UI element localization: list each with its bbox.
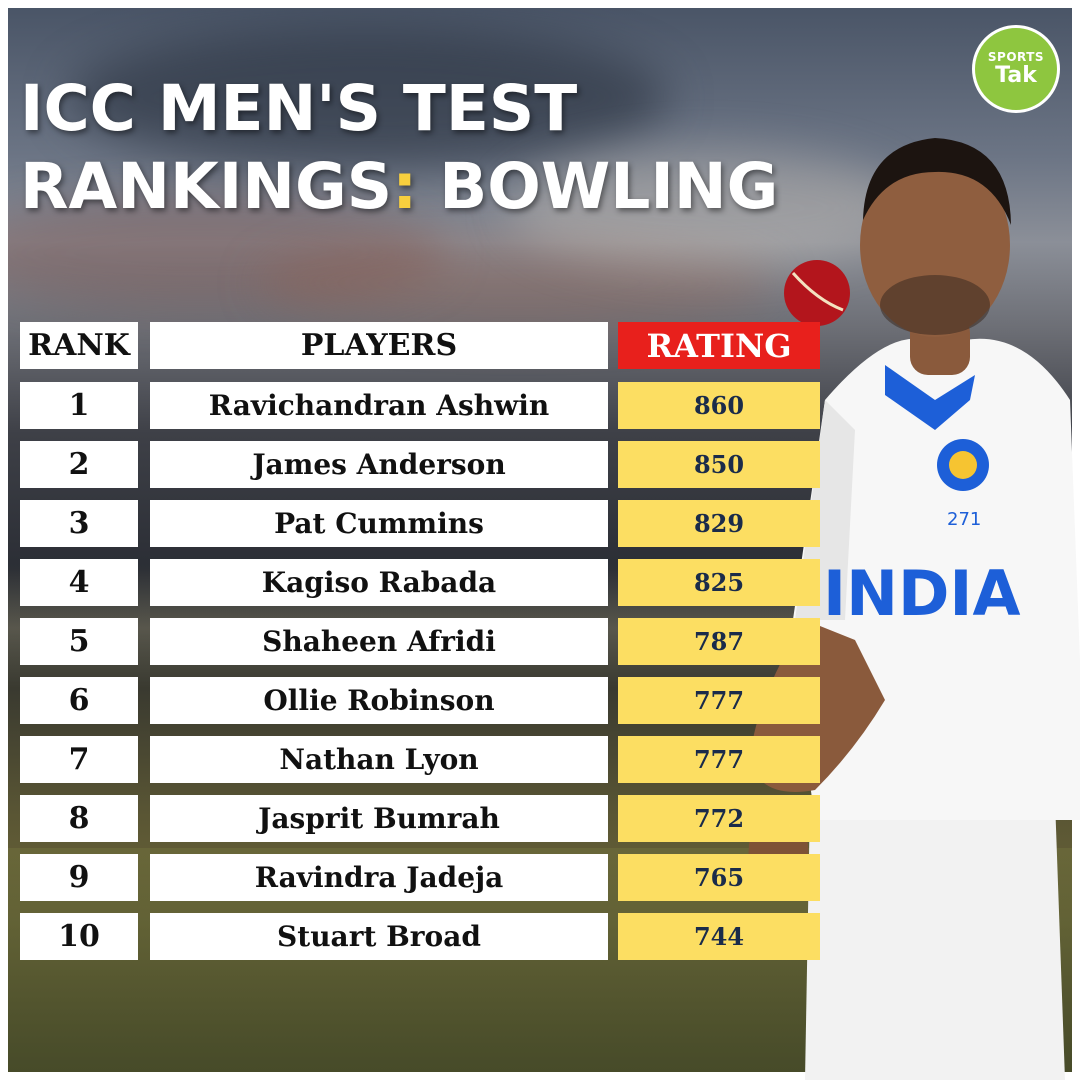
- jersey-team: INDIA: [823, 557, 1020, 630]
- rank-cell: 2: [20, 441, 138, 488]
- rating-cell: 765: [618, 854, 820, 901]
- player-name: Pat Cummins: [150, 500, 608, 547]
- player-hair: [863, 138, 1011, 225]
- player-name: Shaheen Afridi: [150, 618, 608, 665]
- rank-cell: 8: [20, 795, 138, 842]
- cloud: [508, 148, 908, 268]
- title-line-1: ICC MEN'S TEST: [20, 72, 578, 145]
- cricket-ball: [784, 260, 850, 326]
- rating-cell: 860: [618, 382, 820, 429]
- header-players: PLAYERS: [150, 322, 608, 369]
- rating-cell: 829: [618, 500, 820, 547]
- cloud: [8, 198, 448, 308]
- logo-text-tak: Tak: [995, 63, 1037, 88]
- title-colon: :: [392, 150, 418, 223]
- sports-tak-logo: SPORTS Tak: [972, 25, 1060, 113]
- title-line-2-prefix: RANKINGS: [20, 150, 393, 223]
- rating-cell: 777: [618, 736, 820, 783]
- rank-cell: 10: [20, 913, 138, 960]
- cloud: [258, 238, 778, 328]
- rating-cell: 772: [618, 795, 820, 842]
- rating-cell: 777: [618, 677, 820, 724]
- player-name: Nathan Lyon: [150, 736, 608, 783]
- player-name: Ravindra Jadeja: [150, 854, 608, 901]
- rating-cell: 825: [618, 559, 820, 606]
- player-name: Kagiso Rabada: [150, 559, 608, 606]
- header-rank: RANK: [20, 322, 138, 369]
- rank-cell: 1: [20, 382, 138, 429]
- page-title: ICC MEN'S TEST RANKINGS: BOWLING: [20, 70, 778, 226]
- player-collar: [885, 365, 975, 430]
- rating-cell: 850: [618, 441, 820, 488]
- player-name: James Anderson: [150, 441, 608, 488]
- player-name: Ravichandran Ashwin: [150, 382, 608, 429]
- rating-cell: 744: [618, 913, 820, 960]
- cloud: [68, 28, 668, 168]
- rank-cell: 6: [20, 677, 138, 724]
- rank-cell: 9: [20, 854, 138, 901]
- player-trousers: [805, 800, 1065, 1080]
- player-name: Ollie Robinson: [150, 677, 608, 724]
- player-name: Stuart Broad: [150, 913, 608, 960]
- jersey-number: 271: [947, 509, 981, 530]
- title-line-2-suffix: BOWLING: [417, 150, 779, 223]
- player-name: Jasprit Bumrah: [150, 795, 608, 842]
- rank-cell: 7: [20, 736, 138, 783]
- rank-cell: 5: [20, 618, 138, 665]
- rating-cell: 787: [618, 618, 820, 665]
- rank-cell: 3: [20, 500, 138, 547]
- header-rating: RATING: [618, 322, 820, 369]
- logo-text-sports: SPORTS: [987, 50, 1045, 64]
- rank-cell: 4: [20, 559, 138, 606]
